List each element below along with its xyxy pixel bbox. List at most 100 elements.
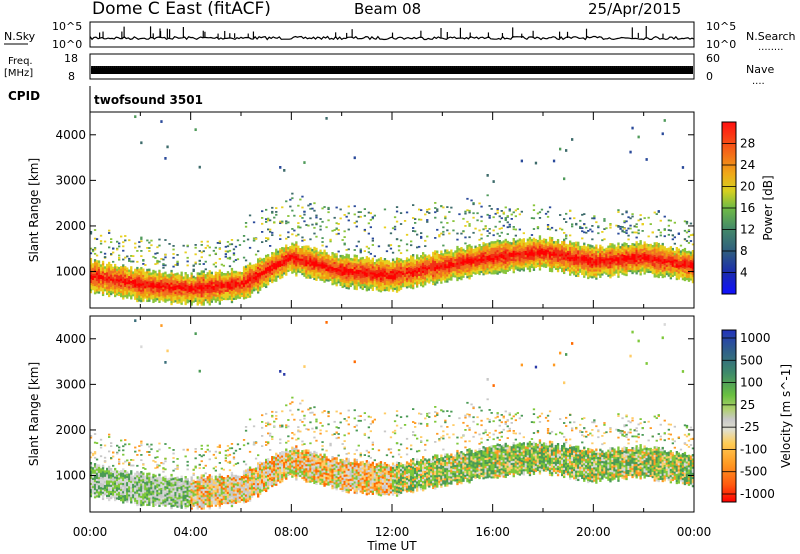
power-cell	[444, 251, 447, 254]
power-cell	[450, 276, 453, 279]
power-cell	[108, 261, 111, 265]
power-cell	[180, 281, 183, 285]
power-cell	[293, 249, 296, 253]
power-cell	[222, 297, 226, 301]
power-cell	[399, 277, 403, 280]
power-cell	[522, 244, 526, 247]
power-cell	[367, 273, 371, 277]
power-cell	[498, 264, 501, 268]
power-cell	[377, 262, 381, 265]
power-cell	[341, 269, 344, 272]
power-cell	[478, 229, 481, 232]
power-cell	[603, 250, 606, 254]
power-cell	[605, 262, 608, 265]
power-cell	[271, 254, 274, 257]
power-cell	[595, 248, 598, 252]
power-cell	[357, 281, 360, 285]
power-cell	[410, 277, 413, 281]
power-cell	[486, 269, 489, 273]
power-cell	[291, 244, 294, 248]
power-cell	[655, 258, 658, 261]
power-cell	[343, 280, 346, 284]
power-cell	[629, 217, 632, 220]
power-cell	[301, 260, 304, 263]
power-cell	[418, 277, 421, 281]
power-cell	[134, 281, 137, 284]
power-cell	[516, 208, 520, 210]
power-cell	[416, 279, 419, 282]
power-cell	[478, 248, 481, 251]
power-cell	[434, 276, 437, 280]
power-cell	[108, 294, 111, 298]
power-cell	[275, 248, 278, 252]
power-cell	[331, 264, 334, 267]
power-cell	[230, 239, 234, 241]
power-cell	[176, 276, 179, 280]
power-cell	[371, 286, 375, 289]
power-cell	[526, 265, 530, 268]
power-cell	[544, 238, 548, 242]
power-cell	[440, 275, 443, 278]
power-cell	[172, 253, 175, 255]
power-cell	[313, 255, 316, 258]
power-cell	[279, 250, 282, 253]
power-cell	[518, 267, 522, 270]
power-cell	[349, 266, 352, 269]
power-cell	[571, 242, 574, 245]
power-cell	[518, 242, 522, 245]
power-cell	[317, 251, 320, 254]
power-cell	[178, 276, 181, 279]
power-cell	[613, 246, 616, 250]
power-cell	[492, 241, 495, 244]
power-cell	[343, 258, 346, 261]
power-cell	[438, 272, 441, 275]
power-cell	[134, 274, 137, 278]
power-cell	[405, 257, 409, 260]
power-cell	[124, 288, 127, 292]
power-cell	[456, 276, 459, 280]
power-cell	[387, 278, 391, 282]
power-cell	[414, 222, 417, 224]
power-cell	[206, 278, 209, 281]
power-cell	[569, 252, 572, 256]
power-cell	[218, 271, 222, 274]
power-cell	[198, 280, 201, 284]
power-cell	[434, 281, 437, 284]
power-cell	[655, 264, 658, 268]
power-cell	[373, 284, 377, 288]
power-cell	[150, 293, 153, 296]
power-cell	[289, 268, 292, 272]
power-cell	[550, 239, 554, 242]
power-cell	[403, 280, 407, 284]
power-cell	[571, 265, 574, 268]
power-cell	[142, 280, 145, 284]
power-cell	[379, 281, 383, 285]
power-cell	[345, 282, 348, 285]
power-cell	[236, 273, 240, 277]
power-cell	[655, 252, 658, 255]
power-cell	[506, 251, 509, 254]
power-cell	[625, 229, 628, 232]
power-cell	[559, 264, 562, 267]
power-cell	[206, 294, 209, 298]
power-cell	[452, 262, 455, 265]
power-cell	[112, 289, 115, 292]
power-cell	[351, 270, 354, 274]
power-cell	[99, 270, 103, 273]
power-cell	[552, 251, 556, 254]
power-cell	[132, 283, 135, 287]
power-cell	[474, 245, 477, 249]
power-cell	[331, 270, 334, 273]
power-cell	[472, 271, 475, 274]
power-cell	[446, 251, 449, 254]
power-cell	[357, 215, 360, 218]
power-cell	[395, 238, 399, 241]
power-cell	[524, 242, 528, 245]
power-cell	[279, 238, 282, 241]
power-cell	[309, 203, 312, 206]
power-cell	[234, 281, 238, 284]
power-cell	[313, 246, 316, 250]
power-cell	[617, 252, 620, 256]
power-cell	[565, 235, 568, 238]
power-cell	[436, 254, 439, 258]
